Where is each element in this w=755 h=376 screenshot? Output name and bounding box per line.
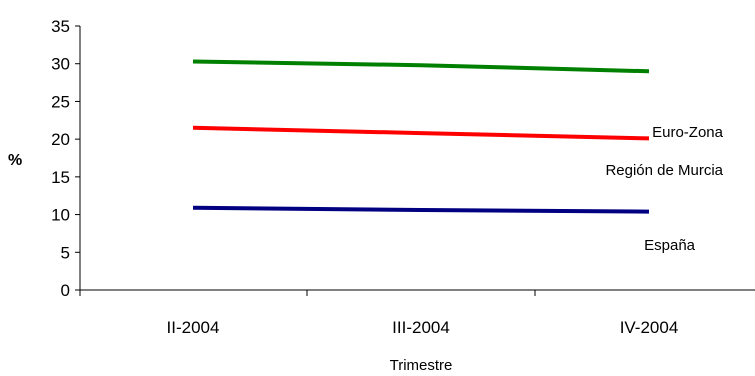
series-line-0 bbox=[192, 59, 650, 74]
y-axis-title: % bbox=[8, 152, 22, 169]
y-tick-label: 20 bbox=[51, 130, 70, 149]
y-tick-label: 10 bbox=[51, 206, 70, 225]
y-tick-label: 30 bbox=[51, 55, 70, 74]
x-axis-title: Trimestre bbox=[390, 357, 453, 374]
y-tick-label: 5 bbox=[61, 243, 70, 262]
series-layer bbox=[192, 59, 650, 214]
series-labels: Euro-Zona Región de Murcia España bbox=[605, 124, 723, 254]
series-line-1 bbox=[192, 125, 650, 141]
series-label: Región de Murcia bbox=[605, 162, 723, 179]
series-label: Euro-Zona bbox=[652, 124, 724, 141]
x-tick-label: III-2004 bbox=[392, 318, 450, 337]
y-tick-label: 0 bbox=[61, 281, 70, 300]
y-axis: 0 5 10 15 20 25 30 35 bbox=[51, 17, 81, 300]
series-label: España bbox=[644, 237, 696, 254]
y-tick-label: 15 bbox=[51, 168, 70, 187]
y-tick-label: 25 bbox=[51, 92, 70, 111]
x-axis: II-2004 III-2004 IV-2004 bbox=[79, 289, 755, 337]
series-line-2 bbox=[192, 205, 650, 214]
x-tick-label: II-2004 bbox=[167, 318, 220, 337]
x-tick-label: IV-2004 bbox=[620, 318, 679, 337]
y-tick-label: 35 bbox=[51, 17, 70, 36]
